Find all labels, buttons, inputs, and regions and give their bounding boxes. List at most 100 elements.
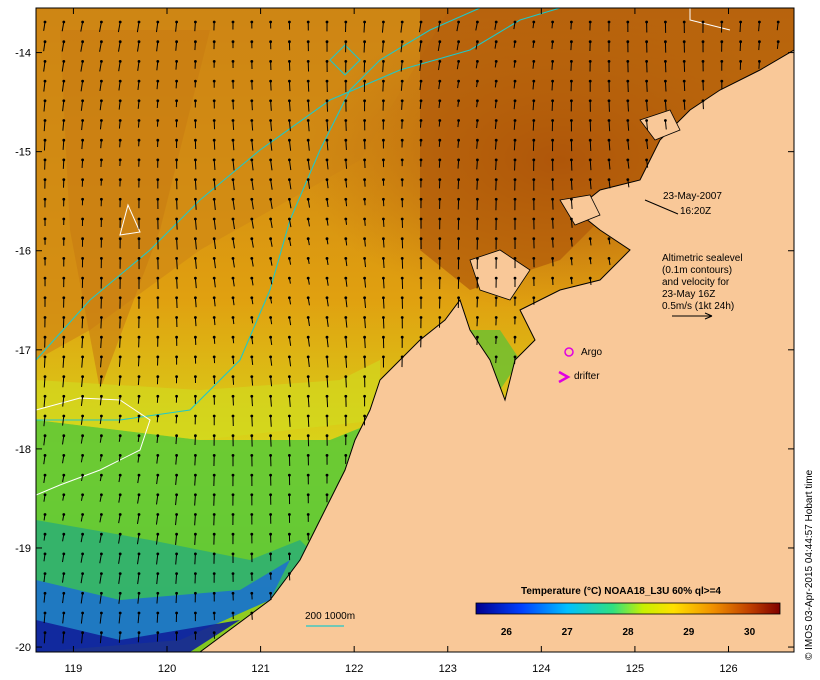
velocity-vector — [80, 100, 84, 111]
velocity-vector — [62, 376, 65, 388]
velocity-vector — [80, 21, 84, 32]
velocity-vector-origin — [325, 296, 329, 300]
velocity-vector — [81, 120, 84, 131]
velocity-vector-origin — [43, 138, 47, 142]
velocity-vector-origin — [81, 178, 84, 182]
velocity-vector-origin — [175, 631, 179, 635]
velocity-vector-origin — [325, 217, 329, 221]
velocity-vector — [232, 140, 235, 151]
velocity-vector-origin — [62, 394, 66, 398]
velocity-vector-origin — [306, 335, 310, 339]
velocity-vector-origin — [43, 375, 47, 378]
velocity-vector-origin — [118, 158, 122, 162]
velocity-vector-origin — [212, 40, 216, 44]
velocity-vector-origin — [344, 119, 348, 122]
velocity-vector-origin — [175, 454, 179, 457]
velocity-vector-origin — [513, 119, 517, 122]
velocity-vector-origin — [570, 217, 573, 221]
velocity-vector-origin — [81, 631, 84, 635]
velocity-vector-origin — [212, 631, 216, 635]
velocity-vector-origin — [118, 552, 122, 556]
velocity-vector-origin — [137, 79, 141, 83]
velocity-vector-origin — [194, 513, 197, 516]
velocity-vector — [99, 396, 102, 406]
velocity-vector-origin — [100, 434, 103, 438]
velocity-vector-origin — [457, 178, 460, 182]
velocity-vector-origin — [137, 40, 141, 44]
velocity-vector-origin — [250, 355, 254, 359]
velocity-vector-origin — [156, 335, 160, 339]
velocity-vector — [437, 41, 441, 52]
velocity-vector-origin — [194, 257, 197, 260]
velocity-vector — [627, 140, 630, 150]
velocity-vector-origin — [118, 355, 122, 359]
velocity-vector — [326, 140, 329, 151]
velocity-vector-origin — [212, 473, 216, 477]
velocity-vector — [326, 159, 329, 170]
velocity-vector-origin — [344, 296, 348, 300]
velocity-vector — [382, 41, 384, 53]
velocity-vector-origin — [344, 40, 348, 44]
velocity-vector-origin — [382, 178, 385, 182]
velocity-vector — [270, 218, 273, 228]
velocity-vector-origin — [175, 513, 179, 516]
colorbar-ramp — [475, 602, 781, 615]
colorbar-tick-label: 29 — [683, 627, 695, 638]
sst-field — [36, 8, 794, 652]
velocity-vector-origin — [363, 158, 366, 162]
velocity-vector-origin — [81, 138, 84, 142]
velocity-vector-origin — [494, 335, 498, 339]
y-tick-label: -18 — [15, 444, 31, 456]
velocity-vector-origin — [588, 40, 592, 44]
velocity-vector-origin — [194, 493, 197, 497]
velocity-vector-origin — [344, 158, 348, 162]
velocity-vector-origin — [81, 591, 84, 595]
velocity-vector-origin — [118, 611, 122, 615]
velocity-vector — [551, 81, 554, 91]
velocity-vector-origin — [269, 572, 272, 575]
velocity-vector-origin — [419, 257, 423, 260]
velocity-vector-origin — [344, 316, 348, 319]
velocity-vector — [43, 81, 46, 92]
velocity-vector-origin — [400, 355, 404, 359]
velocity-vector-origin — [382, 355, 385, 359]
velocity-vector — [570, 218, 573, 228]
velocity-vector-origin — [288, 158, 291, 162]
velocity-vector — [137, 376, 140, 386]
velocity-vector — [307, 81, 310, 92]
velocity-vector-origin — [250, 296, 254, 300]
velocity-vector-origin — [269, 473, 272, 477]
velocity-vector-origin — [682, 40, 686, 44]
velocity-vector-origin — [194, 591, 197, 595]
velocity-vector-origin — [250, 572, 254, 575]
velocity-vector-origin — [156, 394, 160, 398]
velocity-vector-origin — [476, 257, 479, 260]
velocity-vector-origin — [400, 237, 404, 241]
velocity-vector — [175, 553, 178, 565]
velocity-vector-origin — [457, 119, 460, 122]
velocity-vector-origin — [118, 40, 122, 44]
velocity-vector-origin — [288, 394, 291, 398]
velocity-vector-origin — [100, 79, 103, 83]
velocity-vector — [156, 475, 159, 485]
velocity-vector-origin — [288, 434, 291, 438]
velocity-vector-origin — [62, 335, 66, 339]
velocity-vector-origin — [175, 572, 179, 575]
velocity-vector-origin — [513, 276, 517, 280]
velocity-vector — [118, 61, 121, 72]
velocity-vector — [99, 100, 102, 111]
velocity-vector-origin — [476, 40, 479, 44]
velocity-vector-origin — [62, 532, 66, 536]
x-tick-label: 125 — [626, 663, 644, 675]
velocity-vector — [326, 179, 329, 189]
velocity-vector — [664, 120, 667, 130]
velocity-vector-origin — [269, 335, 272, 339]
velocity-vector-origin — [100, 375, 103, 378]
velocity-vector — [288, 396, 291, 407]
velocity-vector-origin — [438, 79, 442, 83]
argo-marker — [564, 347, 574, 357]
velocity-vector-origin — [156, 138, 160, 142]
velocity-vector-origin — [156, 296, 160, 300]
velocity-vector-origin — [118, 394, 122, 398]
velocity-vector-origin — [513, 20, 517, 24]
